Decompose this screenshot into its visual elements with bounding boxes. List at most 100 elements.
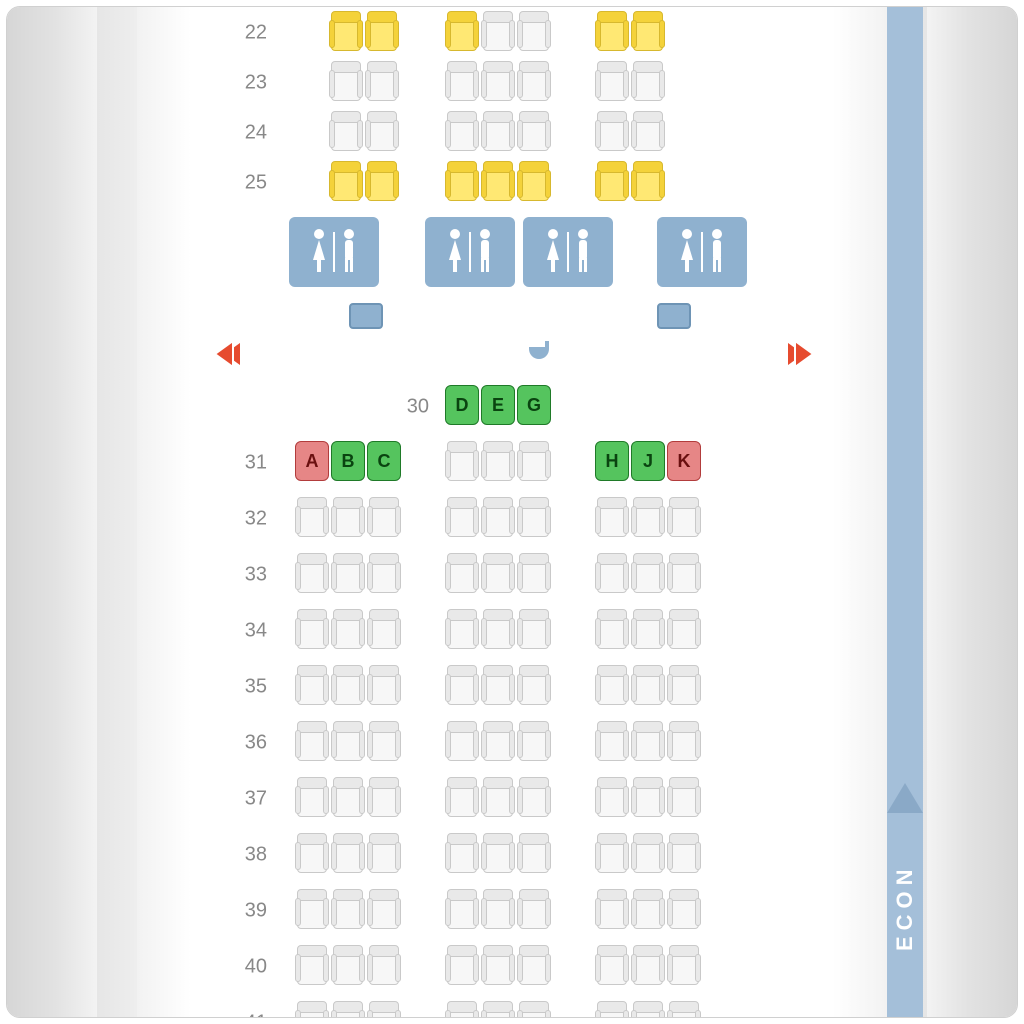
seat[interactable] — [295, 665, 329, 705]
seat[interactable] — [445, 161, 479, 201]
seat[interactable] — [295, 889, 329, 929]
seat[interactable] — [445, 833, 479, 873]
seat[interactable] — [365, 111, 399, 151]
seat[interactable] — [517, 161, 551, 201]
seat-column-B[interactable]: B — [331, 441, 365, 481]
seat[interactable] — [595, 945, 629, 985]
seat[interactable] — [331, 833, 365, 873]
seat[interactable] — [295, 777, 329, 817]
seat[interactable] — [481, 609, 515, 649]
seat[interactable] — [295, 497, 329, 537]
seat[interactable] — [517, 11, 551, 51]
seat[interactable] — [481, 889, 515, 929]
seat-column-D[interactable]: D — [445, 385, 479, 425]
seat-column-J[interactable]: J — [631, 441, 665, 481]
seat[interactable] — [595, 61, 629, 101]
seat[interactable] — [667, 721, 701, 761]
seat[interactable] — [517, 609, 551, 649]
seat[interactable] — [481, 441, 515, 481]
seat[interactable] — [595, 1001, 629, 1018]
seat[interactable] — [445, 497, 479, 537]
seat[interactable] — [295, 945, 329, 985]
seat[interactable] — [295, 609, 329, 649]
seat[interactable] — [667, 833, 701, 873]
seat[interactable] — [595, 161, 629, 201]
seat[interactable] — [631, 497, 665, 537]
seat[interactable] — [667, 889, 701, 929]
seat[interactable] — [631, 889, 665, 929]
seat[interactable] — [667, 777, 701, 817]
seat[interactable] — [631, 721, 665, 761]
seat[interactable] — [481, 1001, 515, 1018]
seat[interactable] — [481, 945, 515, 985]
seat[interactable] — [329, 161, 363, 201]
seat-column-K[interactable]: K — [667, 441, 701, 481]
seat[interactable] — [631, 11, 665, 51]
seat[interactable] — [631, 609, 665, 649]
seat[interactable] — [631, 833, 665, 873]
seat[interactable] — [331, 553, 365, 593]
seat[interactable] — [595, 609, 629, 649]
seat[interactable] — [517, 889, 551, 929]
seat[interactable] — [367, 889, 401, 929]
seat[interactable] — [517, 441, 551, 481]
seat[interactable] — [517, 553, 551, 593]
seat[interactable] — [331, 889, 365, 929]
seat[interactable] — [667, 553, 701, 593]
seat[interactable] — [367, 721, 401, 761]
seat[interactable] — [595, 889, 629, 929]
seat[interactable] — [631, 665, 665, 705]
seat[interactable] — [631, 777, 665, 817]
seat[interactable] — [331, 777, 365, 817]
seat[interactable] — [367, 945, 401, 985]
seat[interactable] — [445, 665, 479, 705]
seat-column-H[interactable]: H — [595, 441, 629, 481]
seat[interactable] — [595, 11, 629, 51]
seat[interactable] — [667, 945, 701, 985]
seat[interactable] — [517, 777, 551, 817]
seat[interactable] — [445, 111, 479, 151]
seat[interactable] — [595, 721, 629, 761]
seat[interactable] — [367, 553, 401, 593]
seat[interactable] — [367, 609, 401, 649]
seat[interactable] — [445, 721, 479, 761]
seat[interactable] — [445, 945, 479, 985]
seat[interactable] — [595, 111, 629, 151]
seat[interactable] — [481, 721, 515, 761]
seat[interactable] — [331, 721, 365, 761]
seat[interactable] — [445, 553, 479, 593]
seat[interactable] — [631, 61, 665, 101]
seat[interactable] — [329, 111, 363, 151]
seat[interactable] — [481, 111, 515, 151]
seat[interactable] — [517, 945, 551, 985]
seat[interactable] — [481, 833, 515, 873]
seat[interactable] — [667, 609, 701, 649]
seat[interactable] — [445, 777, 479, 817]
seat[interactable] — [295, 721, 329, 761]
seat[interactable] — [445, 11, 479, 51]
seat[interactable] — [295, 553, 329, 593]
seat[interactable] — [445, 61, 479, 101]
seat[interactable] — [295, 1001, 329, 1018]
seat[interactable] — [445, 609, 479, 649]
seat[interactable] — [331, 609, 365, 649]
seat[interactable] — [367, 833, 401, 873]
seat[interactable] — [295, 833, 329, 873]
seat[interactable] — [481, 11, 515, 51]
seat[interactable] — [481, 61, 515, 101]
seat[interactable] — [481, 665, 515, 705]
seat[interactable] — [481, 553, 515, 593]
seat[interactable] — [445, 1001, 479, 1018]
seat[interactable] — [367, 1001, 401, 1018]
seat[interactable] — [331, 665, 365, 705]
seat[interactable] — [595, 833, 629, 873]
seat[interactable] — [595, 553, 629, 593]
seat-column-A[interactable]: A — [295, 441, 329, 481]
seat[interactable] — [631, 945, 665, 985]
seat[interactable] — [667, 1001, 701, 1018]
seat-column-G[interactable]: G — [517, 385, 551, 425]
seat[interactable] — [331, 1001, 365, 1018]
seat[interactable] — [331, 945, 365, 985]
seat[interactable] — [365, 61, 399, 101]
seat[interactable] — [631, 553, 665, 593]
